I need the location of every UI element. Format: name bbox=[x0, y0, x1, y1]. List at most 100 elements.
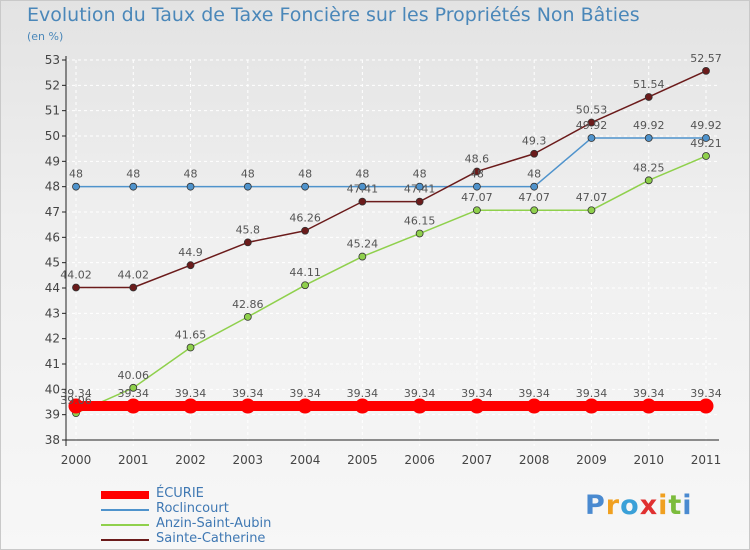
data-point bbox=[644, 93, 653, 101]
series-line-1 bbox=[76, 137, 706, 188]
data-label: 52.57 bbox=[690, 52, 722, 65]
data-point bbox=[587, 206, 596, 215]
data-label: 48 bbox=[355, 168, 369, 181]
data-label: 47.41 bbox=[404, 183, 436, 196]
data-point bbox=[473, 206, 481, 215]
data-point bbox=[243, 182, 252, 191]
logo-letter: i bbox=[682, 490, 693, 521]
y-tick-label: 52 bbox=[45, 78, 60, 92]
data-label: 39.06 bbox=[60, 394, 92, 407]
legend-label: Sainte-Catherine bbox=[156, 531, 266, 546]
data-point bbox=[415, 197, 424, 206]
data-label: 44.11 bbox=[289, 266, 321, 279]
data-label: 44.02 bbox=[118, 268, 150, 281]
data-label: 48 bbox=[470, 168, 484, 181]
data-point bbox=[415, 229, 424, 238]
data-point bbox=[354, 398, 370, 414]
chart-subtitle: (en %) bbox=[27, 30, 64, 43]
data-label: 39.34 bbox=[404, 387, 436, 400]
y-tick-label: 39 bbox=[45, 408, 60, 422]
data-point bbox=[473, 182, 481, 191]
data-label: 49.92 bbox=[576, 119, 608, 132]
data-point bbox=[358, 197, 367, 206]
data-label: 48.25 bbox=[633, 161, 665, 174]
data-point bbox=[129, 383, 138, 392]
x-tick-label: 2008 bbox=[519, 453, 550, 467]
data-point bbox=[530, 182, 539, 191]
data-point bbox=[358, 182, 367, 191]
y-tick-label: 53 bbox=[45, 53, 60, 67]
data-point bbox=[129, 283, 138, 292]
series-line-2 bbox=[75, 155, 707, 414]
logo-letter: P bbox=[585, 490, 606, 521]
x-tick-label: 2009 bbox=[576, 453, 607, 467]
y-tick-label: 38 bbox=[45, 433, 60, 447]
data-point bbox=[125, 398, 141, 414]
chart-title: Evolution du Taux de Taxe Foncière sur l… bbox=[27, 4, 640, 26]
y-tick-label: 45 bbox=[45, 256, 60, 270]
data-point bbox=[583, 398, 599, 414]
data-label: 47.07 bbox=[518, 191, 550, 204]
data-label: 39.34 bbox=[60, 387, 92, 400]
y-tick-label: 41 bbox=[45, 357, 60, 371]
data-point bbox=[186, 343, 195, 352]
data-label: 48 bbox=[298, 168, 312, 181]
data-point bbox=[301, 226, 309, 235]
legend-swatch bbox=[101, 539, 149, 541]
data-point bbox=[698, 398, 714, 414]
data-label: 47.07 bbox=[576, 191, 608, 204]
legend-label: Roclincourt bbox=[156, 501, 229, 516]
logo-letter: t bbox=[668, 490, 683, 521]
data-label: 46.15 bbox=[404, 215, 436, 228]
data-label: 47.41 bbox=[347, 183, 379, 196]
series-line-3 bbox=[76, 70, 707, 289]
legend-swatch bbox=[101, 491, 149, 499]
legend-swatch bbox=[101, 524, 149, 526]
data-label: 49.21 bbox=[690, 137, 722, 150]
x-tick-label: 2006 bbox=[404, 453, 435, 467]
proxiti-logo: Proxiti bbox=[585, 490, 693, 521]
x-tick-label: 2010 bbox=[633, 453, 664, 467]
logo-letter: r bbox=[605, 490, 621, 521]
data-label: 49.92 bbox=[690, 119, 722, 132]
data-label: 48.6 bbox=[465, 152, 490, 165]
x-tick-label: 2002 bbox=[175, 453, 206, 467]
y-tick-label: 43 bbox=[45, 306, 60, 320]
legend-swatch bbox=[101, 509, 149, 511]
data-point bbox=[587, 118, 596, 127]
y-tick-label: 50 bbox=[45, 129, 60, 143]
data-label: 39.34 bbox=[175, 387, 207, 400]
data-label: 45.24 bbox=[347, 238, 379, 251]
data-label: 39.34 bbox=[576, 387, 608, 400]
y-tick-label: 49 bbox=[45, 154, 60, 168]
data-point bbox=[358, 252, 367, 261]
data-point bbox=[240, 398, 256, 414]
y-tick-label: 48 bbox=[45, 180, 60, 194]
data-label: 49.3 bbox=[522, 135, 547, 148]
data-label: 50.53 bbox=[576, 104, 608, 117]
data-label: 49.92 bbox=[633, 119, 665, 132]
x-tick-label: 2001 bbox=[118, 453, 149, 467]
data-point bbox=[129, 182, 138, 191]
data-label: 42.86 bbox=[232, 298, 264, 311]
x-tick-label: 2007 bbox=[462, 453, 493, 467]
data-point bbox=[644, 176, 653, 185]
data-point bbox=[641, 398, 657, 414]
data-label: 46.26 bbox=[289, 212, 321, 225]
data-point bbox=[301, 281, 309, 290]
data-label: 48 bbox=[241, 168, 255, 181]
data-point bbox=[702, 134, 710, 142]
data-point bbox=[702, 66, 710, 75]
x-tick-label: 2011 bbox=[691, 453, 722, 467]
data-label: 44.02 bbox=[60, 268, 92, 281]
y-tick-label: 42 bbox=[45, 332, 60, 346]
logo-letter: i bbox=[658, 490, 669, 521]
data-label: 48 bbox=[184, 168, 198, 181]
data-point bbox=[186, 261, 195, 270]
legend-label: ÉCURIE bbox=[156, 486, 204, 501]
plot-area bbox=[66, 60, 719, 440]
data-point bbox=[243, 238, 252, 247]
data-label: 41.65 bbox=[175, 329, 207, 342]
y-tick-label: 40 bbox=[45, 382, 60, 396]
